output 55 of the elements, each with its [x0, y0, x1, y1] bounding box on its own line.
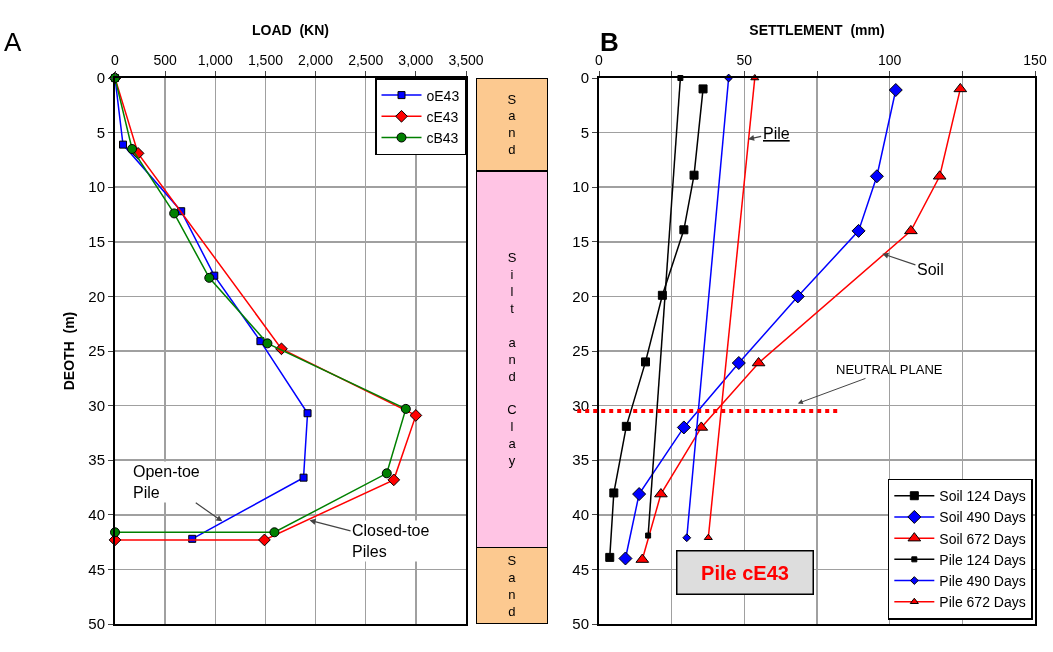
y-tick-label: 35 — [88, 451, 105, 469]
y-tick-label: 50 — [88, 615, 105, 633]
x-tick-label: 3,000 — [398, 52, 434, 69]
x-axis-title: LOAD (KN) — [252, 21, 329, 38]
annotation: Soil — [917, 261, 944, 278]
y-tick-label: 20 — [88, 287, 105, 305]
y-tick-label: 10 — [88, 178, 105, 196]
y-tick-label: 20 — [572, 287, 589, 305]
legend-label: Soil 672 Days — [939, 530, 1026, 547]
legend-label: Soil 124 Days — [939, 488, 1026, 505]
legend-label: oE43 — [426, 87, 460, 104]
y-tick-label: 45 — [572, 560, 589, 578]
y-tick-label: 15 — [88, 233, 105, 251]
x-axis-title: SETTLEMENT (mm) — [749, 21, 885, 38]
legend-label: Pile 672 Days — [939, 594, 1026, 611]
y-tick-label: 50 — [572, 615, 589, 633]
y-axis-title: DEOTH (m) — [61, 311, 78, 391]
x-tick-label: 0 — [111, 52, 120, 69]
annotation: Pile cE43 — [701, 561, 789, 584]
y-tick-label: 5 — [580, 123, 589, 141]
text: Silt and Clay — [507, 250, 517, 469]
y-tick-label: 0 — [96, 69, 105, 87]
text: A — [4, 27, 22, 57]
legend-label: Pile 490 Days — [939, 572, 1026, 589]
y-tick-label: 30 — [88, 396, 105, 414]
x-tick-label: 1,000 — [197, 52, 234, 69]
y-tick-label: 10 — [572, 178, 589, 196]
legend-label: cE43 — [426, 108, 459, 125]
x-tick-label: 500 — [153, 52, 178, 69]
x-tick-label: 1,500 — [247, 52, 284, 69]
x-tick-label: 2,500 — [348, 52, 384, 69]
y-tick-label: 15 — [572, 233, 589, 251]
legend-label: cB43 — [426, 129, 459, 146]
legend-label: Soil 490 Days — [939, 509, 1026, 526]
annotation: Open-toe Pile — [133, 463, 200, 501]
y-tick-label: 0 — [580, 69, 589, 87]
series-label: Sand — [507, 91, 517, 158]
y-tick-label: 40 — [572, 506, 589, 524]
legend-label: Pile 124 Days — [939, 551, 1026, 568]
series-label: Sand — [507, 552, 517, 619]
ref-line-label: NEUTRAL PLANE — [836, 362, 943, 377]
y-tick-label: 25 — [572, 342, 589, 360]
y-tick-label: 40 — [88, 506, 105, 524]
x-tick-label: 2,000 — [298, 52, 334, 69]
x-tick-label: 50 — [736, 52, 753, 69]
annotation: Closed-toe Piles — [352, 522, 430, 560]
y-tick-label: 35 — [572, 451, 589, 469]
x-tick-label: 3,500 — [448, 52, 484, 69]
y-tick-label: 45 — [88, 560, 105, 578]
x-tick-label: 0 — [595, 52, 604, 69]
x-tick-label: 100 — [877, 52, 902, 69]
y-tick-label: 5 — [96, 123, 105, 141]
x-tick-label: 150 — [1023, 52, 1047, 69]
annotation: Pile — [763, 125, 790, 142]
y-tick-label: 25 — [88, 342, 105, 360]
